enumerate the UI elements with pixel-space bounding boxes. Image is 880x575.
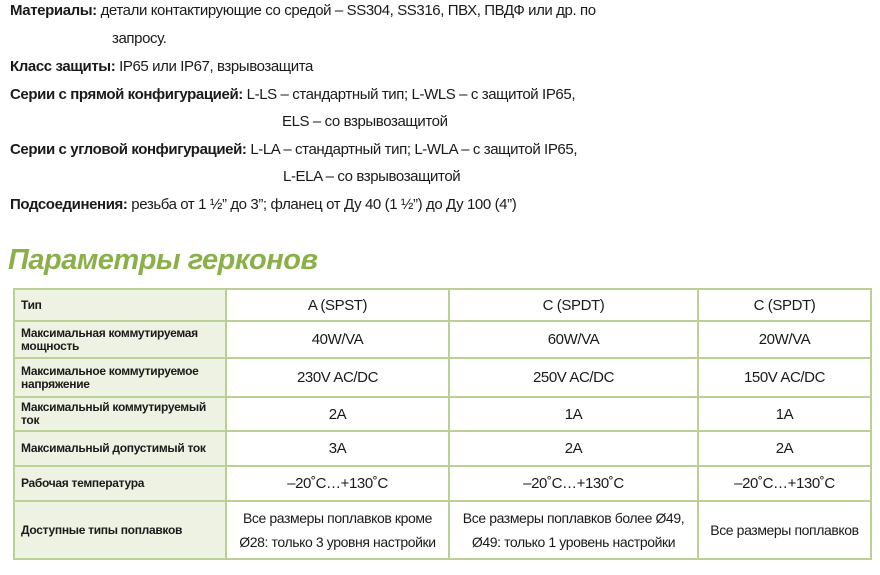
table-cell: C (SPDT) [697, 288, 872, 322]
table-cell: 40W/VA [225, 320, 450, 359]
table-cell: –20˚C…+130˚C [697, 465, 872, 502]
table-cell: 150V AC/DC [697, 357, 872, 398]
spec-materials-cont: запросу. [112, 30, 167, 47]
row-header: Максимальная коммутируемая мощность [13, 320, 227, 359]
spec-angle-cont: L-ELA – со взрывозащитой [283, 168, 461, 185]
table-cell: Все размеры поплавков [697, 500, 872, 560]
table-cell: 1A [697, 396, 872, 432]
table-row: Максимальное коммутируемое напряжение 230… [13, 357, 872, 398]
spec-connections: Подсоединения: резьба от 1 ½” до 3”; фла… [10, 196, 517, 213]
table-cell: 3A [225, 430, 450, 467]
table-cell: 20W/VA [697, 320, 872, 359]
table-cell: –20˚C…+130˚C [225, 465, 450, 502]
spec-label: Класс защиты: [10, 58, 116, 75]
table-cell: 2A [697, 430, 872, 467]
spec-value: L-LA – стандартный тип; L-WLA – с защито… [250, 141, 578, 158]
spec-label: Материалы: [10, 2, 97, 19]
spec-value: L-LS – стандартный тип; L-WLS – с защито… [246, 86, 576, 103]
spec-angle-series: Серии с угловой конфигурацией: L-LA – ст… [10, 141, 577, 158]
table-cell: 2A [225, 396, 450, 432]
spec-materials: Материалы: детали контактирующие со сред… [10, 2, 596, 19]
table-row: Максимальная коммутируемая мощность 40W/V… [13, 320, 872, 359]
spec-protection: Класс защиты: IP65 или IP67, взрывозащит… [10, 58, 313, 75]
spec-value: резьба от 1 ½” до 3”; фланец от Ду 40 (1… [131, 196, 517, 213]
spec-value: IP65 или IP67, взрывозащита [119, 58, 313, 75]
table-row: Максимальный допустимый ток 3A 2A 2A [13, 430, 872, 467]
row-header: Максимальное коммутируемое напряжение [13, 357, 227, 398]
row-header: Тип [13, 288, 227, 322]
row-header: Максимальный допустимый ток [13, 430, 227, 467]
spec-label: Подсоединения: [10, 196, 128, 213]
section-title: Параметры герконов [8, 244, 318, 276]
row-header: Рабочая температура [13, 465, 227, 502]
table-cell: Все размеры поплавков более Ø49, Ø49: то… [448, 500, 699, 560]
table-cell: Все размеры поплавков кроме Ø28: только … [225, 500, 450, 560]
table-cell: 60W/VA [448, 320, 699, 359]
table-cell: 250V AC/DC [448, 357, 699, 398]
row-header: Доступные типы поплавков [13, 500, 227, 560]
row-header: Максимальный коммутируемый ток [13, 396, 227, 432]
spec-label: Серии с угловой конфигурацией: [10, 141, 247, 158]
table-row: Максимальный коммутируемый ток 2A 1A 1A [13, 396, 872, 432]
table-row: Рабочая температура –20˚C…+130˚C –20˚C…+13… [13, 465, 872, 502]
table-row: Тип A (SPST) C (SPDT) C (SPDT) [13, 288, 872, 322]
table-cell: 2A [448, 430, 699, 467]
table-cell: 1A [448, 396, 699, 432]
table-cell: –20˚C…+130˚C [448, 465, 699, 502]
spec-value: детали контактирующие со средой – SS304,… [100, 2, 597, 19]
table-cell: C (SPDT) [448, 288, 699, 322]
table-row: Доступные типы поплавков Все размеры попл… [13, 500, 872, 560]
table-cell: A (SPST) [225, 288, 450, 322]
spec-label: Серии с прямой конфигурацией: [10, 86, 243, 103]
reed-params-table: Тип A (SPST) C (SPDT) C (SPDT) Максимальная … [13, 288, 872, 560]
spec-straight-cont: ELS – со взрывозащитой [282, 113, 448, 130]
spec-straight-series: Серии с прямой конфигурацией: L-LS – ста… [10, 86, 575, 103]
table-cell: 230V AC/DC [225, 357, 450, 398]
